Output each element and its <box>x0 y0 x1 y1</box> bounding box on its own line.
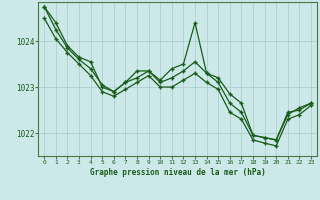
X-axis label: Graphe pression niveau de la mer (hPa): Graphe pression niveau de la mer (hPa) <box>90 168 266 177</box>
